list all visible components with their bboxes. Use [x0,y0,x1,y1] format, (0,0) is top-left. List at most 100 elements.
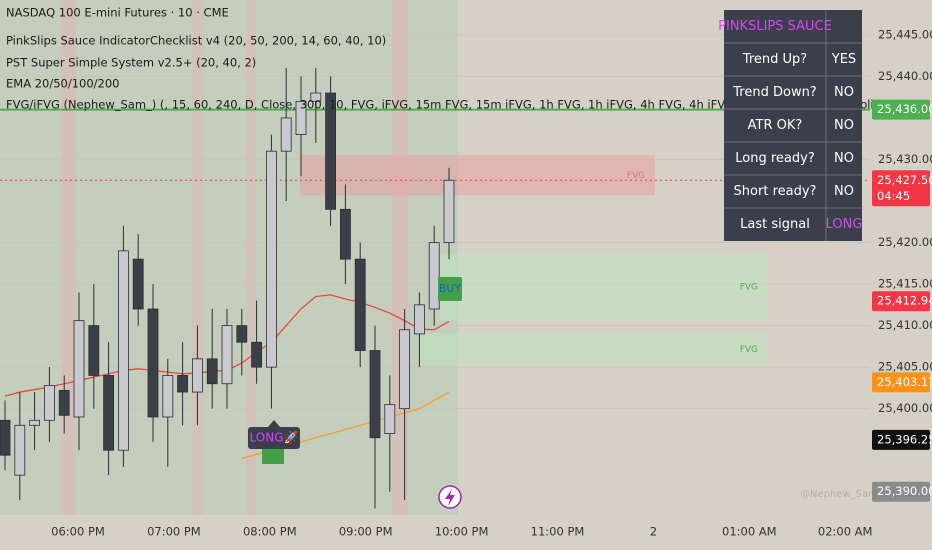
checklist-table: PINKSLIPS SAUCE Trend Up? YES Trend Down? NO… [718,10,862,241]
table-cell: LONG [826,217,863,232]
candle-body [221,325,233,385]
indicator-label: FVG/iFVG (Nephew_Sam_) (, 15, 60, 240, D… [6,98,900,112]
candle-body [206,358,218,385]
table-cell: ATR OK? [748,118,803,133]
fvg-zone [440,253,768,321]
candle-body [88,325,100,376]
candle-body [162,375,174,418]
candle-body [236,325,248,343]
long-marker [262,448,284,464]
table-cell: NO [834,151,854,166]
candle-body [310,92,322,102]
table-cell: NO [834,85,854,100]
candle-body [265,150,277,368]
indicator-label: PinkSlips Sauce IndicatorChecklist v4 (2… [6,34,386,48]
fvg-label: FVG [740,345,758,355]
candle-body [428,242,440,310]
y-tick-label: 25,440.00 [878,69,932,83]
candle-body [369,350,381,439]
fvg-zone [420,333,768,366]
fvg-label: FVG [627,171,645,181]
candle-body [73,320,85,418]
y-tick-label: 25,415.00 [878,277,932,291]
x-tick-label: 07:00 PM [147,525,201,539]
candle-body [132,258,144,310]
candle-body [44,385,55,421]
y-tick-label: 25,405.00 [878,360,932,374]
price-label-box [872,481,930,502]
candle-body [280,117,292,152]
price-label: 25,396.25 [877,432,932,446]
candle-body [29,419,41,426]
price-label-box [872,170,930,207]
indicator-label: PST Super Simple System v2.5+ (20, 40, 2… [6,56,256,70]
candle-body [339,208,351,260]
fvg-zone [300,155,655,196]
price-label-box [872,291,930,312]
signal-strip [246,0,256,515]
x-tick-label: 11:00 PM [531,525,585,539]
event-icon [445,489,455,506]
y-tick-label: 25,420.00 [878,235,932,249]
candle-body [399,329,411,410]
plot-area: FVG FVG FVG [0,34,870,509]
table-cell: Short ready? [734,184,817,199]
price-label: 25,412.94 [877,294,932,308]
y-tick-label: 25,430.00 [878,152,932,166]
long-arrow [268,420,280,427]
candle-body [354,258,366,351]
signal-strip [392,0,408,515]
table-cell: NO [834,118,854,133]
price-label: 25,403.17 [877,375,932,389]
price-label: 25,390.00 [877,484,932,498]
x-tick-label: 08:00 PM [243,525,297,539]
session-shade [0,0,458,515]
candle-body [58,390,70,416]
table-cell: NO [834,184,854,199]
table-cell: Long ready? [735,151,814,166]
x-tick-label: 06:00 PM [51,525,105,539]
price-label: 25,436.00 [877,102,932,116]
indicator-label: EMA 20/50/100/200 [6,77,120,91]
price-label: 25,427.50 [877,173,932,187]
table-cell: YES [831,52,856,67]
candle-body [14,424,26,476]
candle-body [118,250,129,451]
buy-marker [438,277,462,301]
x-tick-label: 2 [650,525,657,539]
buy-label: BUY [439,282,462,295]
candle-body [443,179,455,243]
watermark: @Nephew_Sam_ [800,489,884,500]
price-label-box [872,429,930,450]
candle-body [177,375,189,393]
chart-title: NASDAQ 100 E-mini Futures · 10 · CME [6,6,229,20]
signal-strip [62,0,76,515]
y-tick-label: 25,400.00 [878,401,932,415]
long-label: LONG🚀 [250,431,299,445]
x-tick-label: 10:00 PM [435,525,489,539]
y-tick-label: 25,445.00 [878,27,932,41]
candle-body [191,358,203,393]
x-tick-label: 02:00 AM [818,525,873,539]
fvg-label: FVG [740,282,758,292]
signal-strip [192,0,204,515]
table-cell: Last signal [740,217,810,232]
table-cell: Trend Up? [742,52,807,67]
candle-body [103,375,114,451]
price-label-box [872,99,930,120]
table-title: PINKSLIPS SAUCE [718,19,832,34]
candle-body [325,92,337,210]
candle-body [384,404,396,434]
countdown: 04:45 [877,189,910,203]
price-label-box [872,372,930,393]
candle-body [147,308,159,418]
table-cell: Trend Down? [732,85,816,100]
x-tick-label: 01:00 AM [722,525,777,539]
long-box [248,427,300,449]
candle-body [413,304,425,335]
y-tick-label: 25,410.00 [878,318,932,332]
candle-body [0,419,11,456]
legend-header: NASDAQ 100 E-mini Futures · 10 · CME Pin… [6,6,900,112]
x-tick-label: 09:00 PM [339,525,393,539]
